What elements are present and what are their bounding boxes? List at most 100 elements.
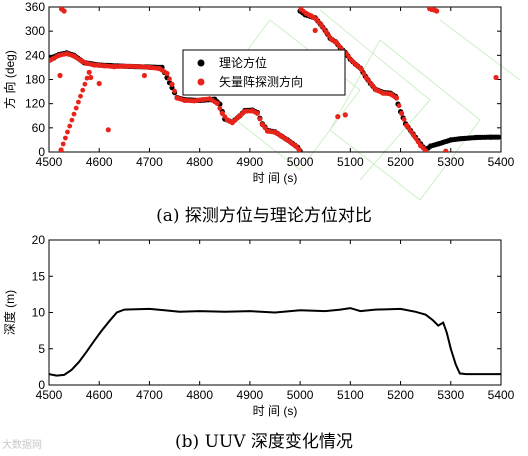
measured-point xyxy=(217,105,223,111)
y-axis-label: 方 向 (deg) xyxy=(2,50,17,109)
x-tick-label: 4600 xyxy=(86,388,113,402)
theory-point xyxy=(428,143,434,149)
legend-label: 矢量阵探测方向 xyxy=(219,74,303,89)
measured-point xyxy=(313,16,319,22)
theory-point xyxy=(473,134,479,141)
measured-point xyxy=(192,98,198,104)
measured-point xyxy=(353,62,359,68)
theory-point xyxy=(458,136,464,142)
measured-point xyxy=(335,114,341,120)
x-tick-label: 4700 xyxy=(136,388,163,402)
bearing-comparison-chart: 4500 4600 4700 4800 4900 5000 5100 5200 5300 5400… xyxy=(2,0,515,185)
y-tick-label: 360 xyxy=(25,0,45,14)
measured-point xyxy=(167,76,172,82)
measured-point xyxy=(174,95,180,101)
measured-point xyxy=(82,81,88,87)
measured-point xyxy=(358,66,364,72)
y-axis-label: 深度 (m) xyxy=(2,290,17,335)
x-axis-label: 时 间 (s) xyxy=(253,171,298,185)
measured-point xyxy=(156,66,163,72)
measured-point xyxy=(141,72,147,79)
measured-point xyxy=(278,133,284,139)
measured-point xyxy=(423,148,429,152)
measured-point xyxy=(146,64,152,70)
measured-point xyxy=(78,93,83,99)
measured-point xyxy=(411,132,417,138)
x-tick-label: 5400 xyxy=(488,388,515,402)
y-tick-label: 240 xyxy=(25,48,45,62)
measured-point xyxy=(79,58,85,64)
measured-point xyxy=(58,147,64,152)
measured-point xyxy=(373,87,379,93)
measured-point xyxy=(393,95,400,101)
measured-point xyxy=(182,97,188,103)
measured-point xyxy=(249,108,255,114)
measured-point xyxy=(71,111,77,117)
measured-point xyxy=(323,29,329,35)
y-tick-label: 0 xyxy=(38,378,45,392)
measured-point xyxy=(63,135,68,141)
measured-point xyxy=(64,51,70,57)
measured-point xyxy=(224,117,230,123)
measured-point xyxy=(60,141,66,147)
x-tick-label: 4500 xyxy=(36,155,63,169)
x-tick-label: 5100 xyxy=(337,388,364,402)
theory-point xyxy=(448,137,454,143)
depth-line xyxy=(49,307,501,377)
measured-point xyxy=(105,127,111,133)
legend-box xyxy=(182,49,346,96)
legend-marker xyxy=(197,59,205,67)
measured-point xyxy=(57,72,63,79)
x-tick-label: 5000 xyxy=(287,155,314,169)
x-tick-label: 5300 xyxy=(437,155,464,169)
measured-point xyxy=(296,147,302,152)
measured-point xyxy=(84,60,90,66)
measured-point xyxy=(111,64,117,70)
y-tick-label: 0 xyxy=(38,145,45,159)
measured-point xyxy=(69,117,75,123)
measured-point xyxy=(401,117,407,122)
measured-point xyxy=(91,62,97,68)
y-tick-label: 60 xyxy=(32,121,46,135)
measured-point xyxy=(101,63,107,69)
measured-point xyxy=(207,96,213,102)
measured-point xyxy=(214,100,220,106)
measured-point xyxy=(283,136,289,142)
caption-bottom: (b) UUV 深度变化情况 xyxy=(175,432,353,452)
x-tick-label: 5200 xyxy=(387,155,414,169)
x-axis-label: 时 间 (s) xyxy=(253,404,298,418)
x-tick-label: 5200 xyxy=(387,388,414,402)
x-tick-label: 4500 xyxy=(36,388,63,402)
x-tick-label: 5300 xyxy=(437,388,464,402)
measured-point xyxy=(399,110,405,116)
measured-point xyxy=(236,114,242,120)
measured-point xyxy=(306,12,312,18)
measured-point xyxy=(272,129,278,135)
x-tick-label: 4900 xyxy=(237,155,264,169)
measured-point xyxy=(387,91,394,97)
legend-label: 理论方位 xyxy=(219,55,267,70)
measured-point xyxy=(396,103,402,109)
measured-point xyxy=(199,97,205,103)
measured-point xyxy=(264,128,271,134)
y-tick-label: 120 xyxy=(25,97,45,111)
y-tick-label: 5 xyxy=(38,342,45,356)
measured-point xyxy=(61,8,67,14)
measured-point xyxy=(318,22,324,28)
measured-point xyxy=(229,120,235,126)
measured-point xyxy=(71,53,77,59)
measured-point xyxy=(342,112,348,118)
y-tick-label: 15 xyxy=(32,269,46,283)
caption-top: (a) 探测方位与理论方位对比 xyxy=(156,206,372,226)
y-tick-label: 10 xyxy=(32,306,46,320)
measured-point xyxy=(312,27,318,33)
legend-marker xyxy=(197,78,205,86)
y-tick-label: 180 xyxy=(25,73,45,87)
measured-point xyxy=(80,87,86,93)
x-tick-label: 4800 xyxy=(186,155,213,169)
theory-point xyxy=(495,134,501,140)
x-tick-label: 4600 xyxy=(86,155,113,169)
x-tick-label: 5000 xyxy=(287,388,314,402)
measured-point xyxy=(259,122,265,128)
